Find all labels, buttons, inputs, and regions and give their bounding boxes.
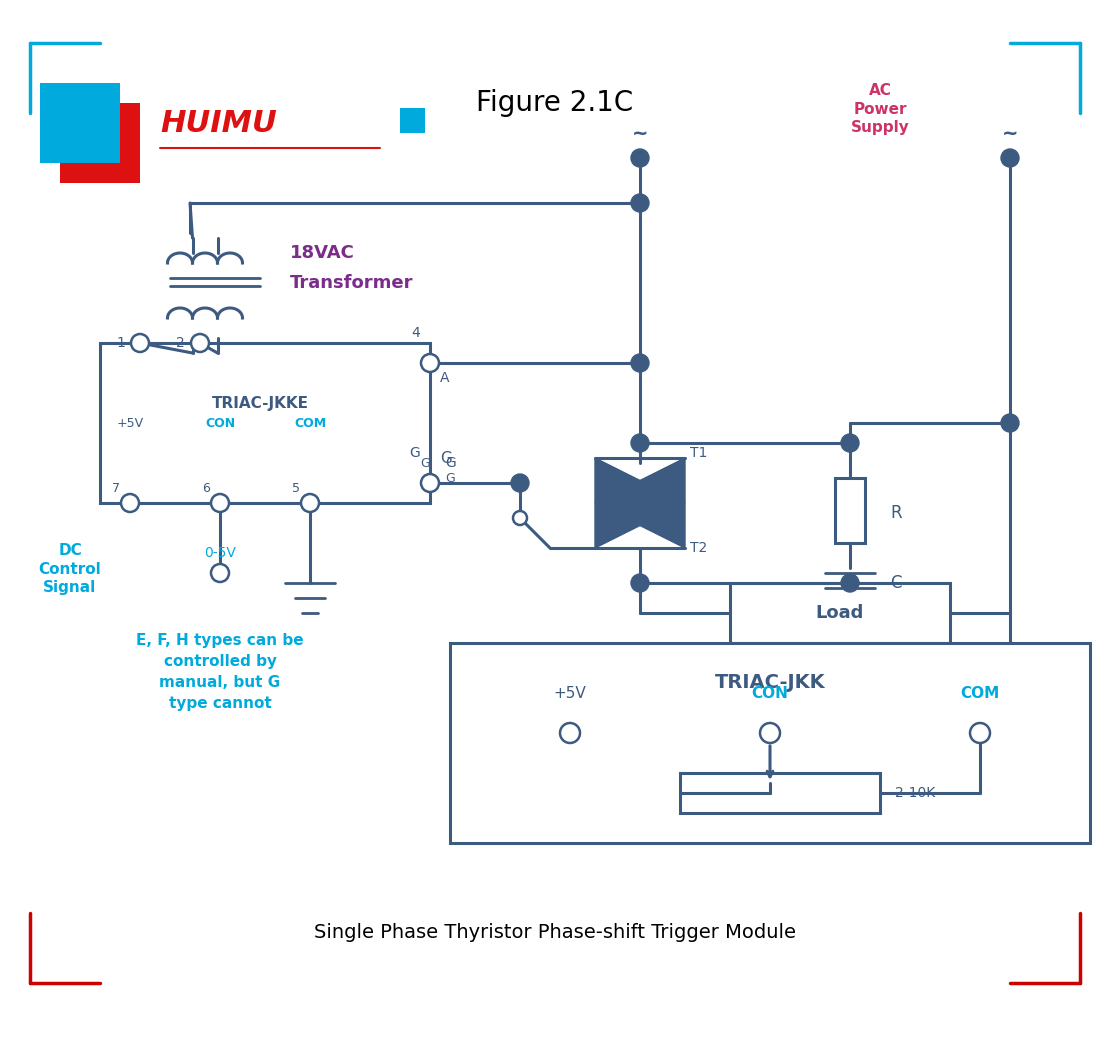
Text: TRIAC-JKKE: TRIAC-JKKE [211, 395, 309, 410]
Text: C: C [890, 574, 901, 592]
Circle shape [841, 574, 859, 592]
Bar [835, 478, 865, 543]
Text: 4: 4 [411, 326, 420, 340]
Circle shape [301, 494, 319, 512]
Text: 18VAC: 18VAC [290, 244, 354, 261]
Circle shape [631, 354, 649, 372]
Polygon shape [595, 458, 685, 549]
Text: A: A [440, 371, 450, 385]
Text: 2-10K: 2-10K [895, 786, 935, 800]
Text: 5: 5 [292, 482, 300, 494]
Text: 3: 3 [431, 476, 440, 490]
Circle shape [1001, 414, 1019, 432]
Text: 7: 7 [112, 482, 120, 494]
Bar [730, 583, 950, 643]
Text: DC
Control
Signal: DC Control Signal [39, 543, 101, 595]
Circle shape [211, 564, 229, 583]
Circle shape [513, 511, 527, 525]
FancyBboxPatch shape [40, 83, 120, 163]
Text: Transformer: Transformer [290, 274, 413, 292]
Text: R: R [890, 504, 902, 522]
Text: T2: T2 [690, 541, 708, 555]
Text: HUIMU: HUIMU [160, 108, 277, 137]
Text: T1: T1 [690, 446, 708, 460]
Text: 6: 6 [202, 482, 210, 494]
Text: CON: CON [204, 417, 236, 429]
Circle shape [760, 723, 780, 743]
Bar [100, 343, 430, 503]
Text: AC
Power
Supply: AC Power Supply [851, 83, 910, 135]
Text: 0-5V: 0-5V [204, 546, 236, 560]
Circle shape [511, 474, 529, 492]
Circle shape [970, 723, 990, 743]
Text: G: G [409, 446, 420, 460]
Circle shape [1001, 149, 1019, 167]
Bar [680, 773, 880, 813]
Text: 2: 2 [177, 336, 186, 350]
Text: G: G [440, 451, 452, 466]
Text: E, F, H types can be
controlled by
manual, but G
type cannot: E, F, H types can be controlled by manua… [137, 632, 303, 711]
Text: G: G [446, 456, 456, 470]
Circle shape [211, 494, 229, 512]
Text: Figure 2.1C: Figure 2.1C [477, 89, 633, 117]
Bar [450, 643, 1090, 843]
FancyBboxPatch shape [60, 103, 140, 183]
Circle shape [631, 195, 649, 212]
Text: G: G [420, 456, 430, 470]
Circle shape [560, 723, 580, 743]
Text: ~: ~ [1002, 123, 1019, 142]
Circle shape [631, 434, 649, 452]
Circle shape [421, 474, 439, 492]
FancyBboxPatch shape [40, 83, 110, 153]
Text: COM: COM [960, 686, 1000, 701]
Text: Load: Load [815, 604, 864, 622]
Polygon shape [595, 458, 685, 549]
Text: TRIAC-JKK: TRIAC-JKK [714, 674, 825, 692]
Text: +5V: +5V [553, 686, 587, 701]
Text: CON: CON [751, 686, 789, 701]
Text: COM: COM [294, 417, 326, 429]
Circle shape [631, 574, 649, 592]
Circle shape [191, 334, 209, 352]
Text: ~: ~ [632, 123, 648, 142]
Circle shape [421, 354, 439, 372]
Circle shape [841, 434, 859, 452]
Text: +5V: +5V [117, 417, 143, 429]
FancyBboxPatch shape [400, 108, 426, 133]
Text: G: G [446, 472, 454, 485]
Circle shape [631, 149, 649, 167]
Circle shape [131, 334, 149, 352]
Text: Single Phase Thyristor Phase-shift Trigger Module: Single Phase Thyristor Phase-shift Trigg… [314, 924, 795, 943]
Circle shape [121, 494, 139, 512]
Text: 1: 1 [117, 336, 126, 350]
